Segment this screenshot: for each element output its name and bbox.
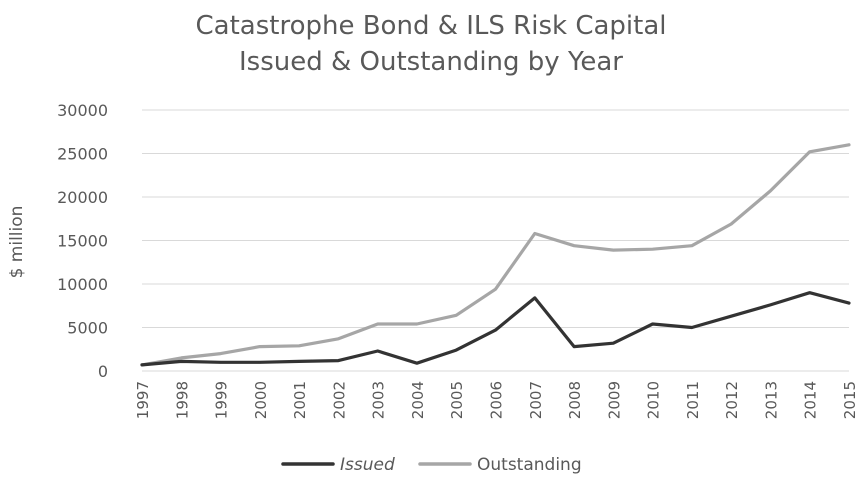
data-point-outstanding [808,150,811,153]
legend-label-issued: Issued [340,455,395,475]
data-point-outstanding [651,248,654,251]
y-axis-label: $ million [7,206,27,279]
data-point-issued [651,322,654,326]
data-point-outstanding [612,248,615,252]
data-point-issued [297,360,301,363]
x-tick-label: 2008 [566,381,584,419]
x-tick-label: 2001 [291,381,309,419]
data-point-outstanding [847,143,851,146]
data-point-outstanding [729,222,733,226]
x-tick-label: 2004 [409,381,427,419]
x-tick-label: 2012 [723,381,741,419]
legend-label-outstanding: Outstanding [477,455,582,475]
y-tick-label: 5000 [67,319,108,338]
data-point-issued [376,349,379,353]
gridlines [142,109,849,372]
legend: Issued Outstanding [281,455,582,475]
data-point-issued [769,303,772,307]
y-tick-labels: 0 5000 10000 15000 20000 25000 30000 [57,101,108,381]
data-point-outstanding [376,322,379,326]
data-point-issued [337,359,340,362]
data-point-outstanding [180,356,183,360]
data-point-outstanding [219,352,222,355]
data-point-outstanding [494,288,497,291]
x-tick-label: 1999 [213,381,231,419]
data-point-issued [572,345,576,348]
x-tick-label: 2000 [252,381,270,419]
series-lines [140,143,851,367]
data-point-issued [219,361,222,364]
data-point-outstanding [297,344,301,347]
data-point-issued [533,296,536,300]
x-tick-label: 1998 [173,381,191,419]
data-point-outstanding [258,345,262,348]
y-tick-label: 10000 [57,275,108,294]
series-line-issued [140,291,851,367]
x-tick-label: 2011 [684,381,702,419]
y-tick-label: 15000 [57,232,108,251]
data-point-issued [808,291,811,294]
data-point-issued [612,341,615,345]
data-point-issued [415,361,419,365]
data-point-outstanding [533,232,536,235]
x-tick-label: 2015 [841,381,859,419]
x-tick-label: 1997 [134,381,152,419]
y-tick-label: 0 [98,362,108,381]
x-tick-label: 2013 [762,381,780,419]
data-point-outstanding [337,337,340,341]
data-point-outstanding [455,314,458,317]
x-tick-label: 2014 [802,381,820,419]
x-tick-label: 2003 [370,381,388,419]
x-tick-label: 2007 [527,381,545,419]
x-tick-labels: 1997 1998 1999 2000 2001 2002 2003 2004 2005 2006… [134,381,859,419]
x-tick-label: 2010 [645,381,663,419]
data-point-issued [258,361,262,364]
x-tick-label: 2002 [330,381,348,419]
data-point-outstanding [415,322,419,326]
data-point-issued [729,314,733,318]
data-point-issued [847,301,851,305]
data-point-issued [140,363,144,367]
x-tick-label: 2005 [448,381,466,419]
chart-title-line-1: Catastrophe Bond & ILS Risk Capital [196,11,667,41]
data-point-outstanding [769,189,772,193]
data-point-issued [690,326,694,329]
data-point-issued [494,328,497,332]
data-point-issued [455,348,458,352]
y-tick-label: 25000 [57,145,108,164]
data-point-outstanding [690,244,694,247]
x-tick-label: 2006 [488,381,506,419]
x-tick-label: 2009 [605,381,623,419]
y-tick-label: 20000 [57,188,108,207]
y-tick-label: 30000 [57,101,108,120]
chart-title-line-2: Issued & Outstanding by Year [239,47,623,77]
data-point-issued [180,360,183,363]
data-point-outstanding [572,244,576,247]
